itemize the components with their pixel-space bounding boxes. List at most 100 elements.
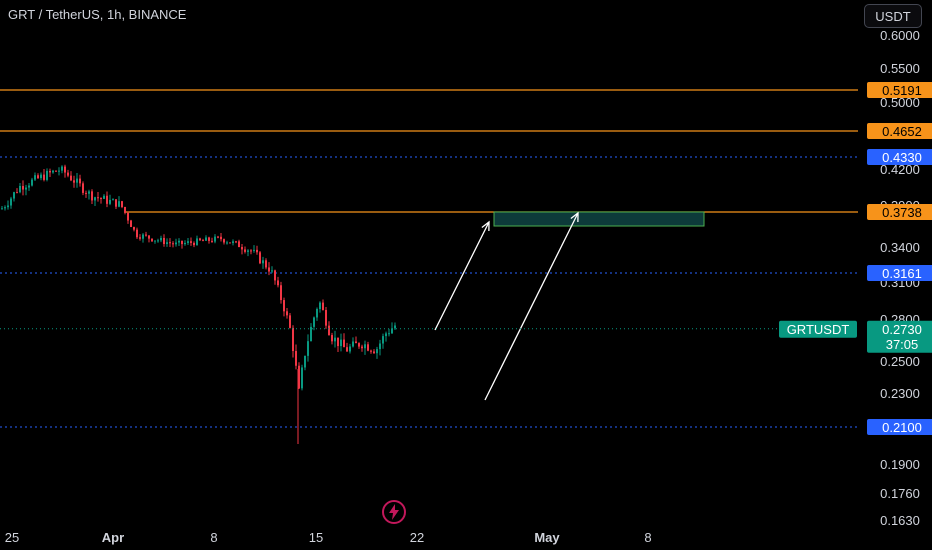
candle-body [175,242,177,245]
candle-body [223,239,225,243]
candle-body [121,201,123,208]
candle-body [163,237,165,245]
candle-body [13,192,15,199]
candle-body [316,309,318,318]
candle-body [28,185,30,188]
candle-body [355,341,357,344]
candle-body [211,240,213,242]
candle-body [169,242,171,244]
support-level-label: 0.2100 [882,420,922,435]
price-tick-label: 0.4200 [880,162,920,177]
candle-body [217,236,219,238]
support-level-badge [867,419,932,435]
candle-body [70,175,72,181]
candle-body [220,236,222,240]
candle-body [58,170,60,172]
candle-body [91,191,93,201]
candle-body [226,242,228,244]
candle-body [307,341,309,356]
price-tick-label: 0.2500 [880,354,920,369]
candle-body [334,337,336,342]
time-tick-label: May [534,530,560,545]
candle-body [391,328,393,334]
candle-body [94,197,96,201]
candle-body [160,237,162,241]
candle-body [277,280,279,286]
candle-body [55,170,57,172]
candle-body [136,229,138,238]
candle-body [280,285,282,301]
candle-body [328,325,330,336]
candle-body [241,247,243,250]
candle-body [214,236,216,242]
candle-body [364,344,366,349]
currency-button[interactable]: USDT [864,4,922,28]
candle-body [181,240,183,245]
candle-body [10,198,12,206]
candle-body [133,227,135,230]
candle-body [64,166,66,173]
candle-body [76,178,78,183]
candle-body [82,183,84,193]
price-tick-label: 0.1630 [880,513,920,528]
symbol-title[interactable]: GRT / TetherUS, 1h, BINANCE [8,7,187,22]
candle-body [166,242,168,245]
candle-body [199,238,201,241]
support-level-label: 0.4330 [882,150,922,165]
candle-body [304,355,306,368]
candle-body [292,327,294,352]
candle-body [67,172,69,176]
candle-body [343,339,345,348]
candle-body [85,192,87,194]
countdown-label: 37:05 [886,337,919,352]
resistance-level-label: 0.5191 [882,83,922,98]
arrow-up [484,212,579,401]
candle-body [349,346,351,352]
candle-body [310,326,312,342]
candle-body [313,317,315,327]
candle-body [139,237,141,239]
candle-body [259,252,261,264]
candle-body [352,341,354,347]
candle-body [154,240,156,242]
candle-body [43,174,45,180]
candle-body [274,270,276,281]
candle-body [145,234,147,236]
candle-body [193,242,195,246]
target-zone-box [493,211,705,227]
candle-body [40,174,42,179]
candle-body [4,207,6,209]
candle-body [265,260,267,268]
candle-body [79,178,81,184]
time-tick-label: 22 [410,530,424,545]
symbol-badge [779,320,857,338]
candle-body [205,237,207,241]
candle-body [271,270,273,272]
candle-body [325,310,327,326]
candle-body [37,175,39,179]
price-tick-label: 0.2300 [880,386,920,401]
candle-body [103,195,105,199]
candle-body [61,166,63,171]
tradingview-logo-icon [382,500,406,524]
candle-body [358,343,360,347]
time-tick-label: Apr [102,530,124,545]
candle-body [319,302,321,310]
candle-body [379,343,381,350]
candle-body [112,199,114,201]
candle-body [118,201,120,207]
candle-body [1,208,3,210]
candle-body [202,240,204,242]
candle-body [247,250,249,252]
candle-body [298,365,300,389]
candle-body [196,238,198,246]
candle-body [373,351,375,354]
candle-body [289,315,291,328]
candle-body [109,199,111,204]
price-tick-label: 0.5500 [880,61,920,76]
time-tick-label: 8 [644,530,651,545]
candle-body [376,349,378,354]
candle-body [331,335,333,342]
symbol-badge-label: GRTUSDT [787,322,850,337]
